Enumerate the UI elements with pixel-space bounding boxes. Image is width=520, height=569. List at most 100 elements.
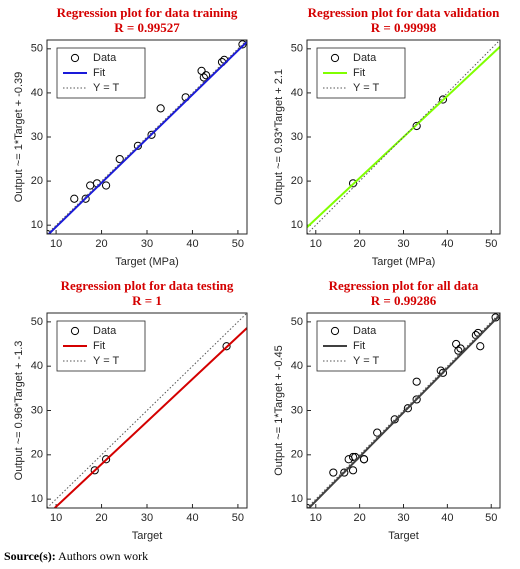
data-point xyxy=(115,154,124,164)
x-tick-label: 30 xyxy=(141,238,153,250)
x-tick-label: 40 xyxy=(441,512,453,524)
y-tick-label: 50 xyxy=(31,316,43,328)
data-point xyxy=(101,181,111,190)
data-point xyxy=(238,40,247,49)
y-tick-label: 40 xyxy=(31,360,43,372)
identity-line xyxy=(47,40,247,234)
y-tick-label: 50 xyxy=(291,316,303,328)
legend-marker xyxy=(70,326,80,336)
x-tick-label: 20 xyxy=(95,238,107,250)
fit-line xyxy=(47,41,247,234)
y-tick-label: 50 xyxy=(31,43,43,55)
plot-content xyxy=(307,313,500,508)
data-point xyxy=(133,141,143,150)
x-tick-label: 10 xyxy=(310,512,322,524)
legend-label: Fit xyxy=(353,67,365,79)
source: Source(s): Authors own work xyxy=(4,549,148,563)
legend-label: Y = T xyxy=(353,355,379,367)
legend-label: Y = T xyxy=(93,355,119,367)
data-point xyxy=(81,194,90,203)
x-tick-label: 10 xyxy=(50,512,62,524)
chart-subtitle: R = 0.99998 xyxy=(371,20,437,35)
x-tick-label: 50 xyxy=(232,238,244,250)
identity-line xyxy=(307,40,500,234)
source-text: Authors own work xyxy=(58,549,148,563)
data-point xyxy=(359,455,369,464)
x-tick-label: 30 xyxy=(397,238,409,250)
source-label: Source(s): xyxy=(4,549,56,563)
data-point xyxy=(199,73,208,82)
plot-frame xyxy=(306,312,501,509)
data-point xyxy=(348,452,358,462)
legend-label: Fit xyxy=(93,67,105,79)
identity-line xyxy=(47,313,247,508)
x-tick-label: 30 xyxy=(397,512,409,524)
data-point xyxy=(491,313,500,322)
chart-title: Regression plot for data testing xyxy=(61,278,234,293)
y-tick-label: 20 xyxy=(291,175,303,187)
legend-label: Fit xyxy=(353,340,365,352)
data-point xyxy=(403,404,412,413)
data-point xyxy=(412,377,421,386)
legend-label: Fit xyxy=(93,340,105,352)
y-tick-label: 30 xyxy=(291,404,303,416)
x-tick-label: 20 xyxy=(95,512,107,524)
chart-title: Regression plot for data training xyxy=(57,5,238,20)
data-point xyxy=(454,346,463,355)
y-tick-label: 30 xyxy=(291,131,303,143)
x-tick-label: 40 xyxy=(441,238,453,250)
data-point xyxy=(147,130,156,139)
chart-subtitle: R = 1 xyxy=(132,293,162,308)
y-tick-label: 20 xyxy=(291,449,303,461)
identity-line xyxy=(307,313,500,508)
legend-label: Y = T xyxy=(93,82,119,94)
y-tick-label: 20 xyxy=(31,449,43,461)
legend-label: Y = T xyxy=(353,82,379,94)
y-axis-label: Output ~= 0.96*Target + -1.3 xyxy=(13,341,25,481)
x-axis-label: Target (MPa) xyxy=(372,256,436,268)
legend-label: Data xyxy=(353,52,377,64)
x-tick-label: 50 xyxy=(485,512,497,524)
data-point xyxy=(438,368,448,377)
x-tick-label: 40 xyxy=(186,238,198,250)
y-tick-label: 10 xyxy=(31,219,43,231)
data-point xyxy=(412,395,421,404)
x-tick-label: 40 xyxy=(186,512,198,524)
data-point xyxy=(373,428,382,437)
x-tick-label: 10 xyxy=(50,238,62,250)
y-axis-label: Output ~= 1*Target + -0.45 xyxy=(273,345,285,476)
chart-title: Regression plot for all data xyxy=(329,278,479,293)
data-point xyxy=(348,179,358,188)
chart-subtitle: R = 0.99527 xyxy=(114,20,180,35)
data-point xyxy=(476,342,485,351)
data-point xyxy=(90,466,99,475)
x-tick-label: 20 xyxy=(354,238,366,250)
data-point xyxy=(438,95,448,104)
data-point xyxy=(412,121,421,131)
y-tick-label: 10 xyxy=(291,493,303,505)
legend-label: Data xyxy=(93,325,117,337)
y-tick-label: 30 xyxy=(31,131,43,143)
y-tick-label: 10 xyxy=(291,219,303,231)
data-point xyxy=(222,342,231,351)
y-tick-label: 10 xyxy=(31,493,43,505)
y-tick-label: 20 xyxy=(31,175,43,187)
y-axis-label: Output ~= 1*Target + -0.39 xyxy=(13,72,25,203)
legend-marker xyxy=(330,53,340,63)
fit-line xyxy=(54,327,247,508)
x-axis-label: Target (MPa) xyxy=(115,256,179,268)
chart-title: Regression plot for data validation xyxy=(308,5,500,20)
legend-marker xyxy=(330,326,340,336)
y-tick-label: 30 xyxy=(31,404,43,416)
data-point xyxy=(340,468,349,477)
plot-frame xyxy=(306,39,501,235)
data-point xyxy=(156,104,165,113)
plot-content xyxy=(307,40,500,234)
x-tick-label: 30 xyxy=(141,512,153,524)
legend-label: Data xyxy=(93,52,117,64)
x-axis-label: Target xyxy=(388,530,419,542)
y-axis-label: Output ~= 0.93*Target + 2.1 xyxy=(273,69,285,205)
data-point xyxy=(201,71,211,80)
x-tick-label: 10 xyxy=(310,238,322,250)
legend-label: Data xyxy=(353,325,377,337)
